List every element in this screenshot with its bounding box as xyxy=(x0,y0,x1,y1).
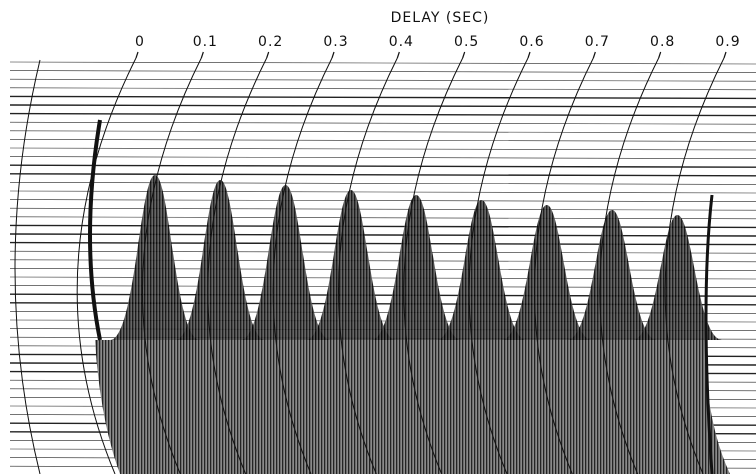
trace-line xyxy=(9,268,756,271)
trace-line xyxy=(9,233,756,237)
x-tick-label: 0.2 xyxy=(258,34,283,50)
x-axis-label: DELAY (SEC) xyxy=(391,10,490,26)
tick-mark xyxy=(592,51,596,59)
delay-grid-line xyxy=(403,57,464,474)
trace-line xyxy=(9,207,756,211)
trace-line xyxy=(9,319,756,323)
trace-line xyxy=(9,241,756,246)
x-tick-label: 0.6 xyxy=(519,34,544,50)
x-tick-label: 0.1 xyxy=(193,34,218,50)
trace-line xyxy=(9,250,756,254)
x-tick-label: 0.7 xyxy=(585,34,610,50)
tick-mark xyxy=(200,51,204,59)
delay-grid-line xyxy=(599,57,660,474)
x-tick-label: 0.4 xyxy=(389,34,414,50)
trace-line xyxy=(9,199,756,202)
tick-mark xyxy=(527,51,531,59)
base-region xyxy=(95,340,730,474)
trace-line xyxy=(9,182,756,185)
x-tick-label: 0.8 xyxy=(650,34,675,50)
trace-line xyxy=(9,70,756,73)
delay-grid-line xyxy=(468,57,529,474)
trace-line xyxy=(9,276,756,280)
edge-trace xyxy=(704,194,714,474)
peak xyxy=(175,180,266,340)
trace-line xyxy=(9,285,756,288)
delay-grid-line xyxy=(76,57,137,474)
peak xyxy=(305,190,396,340)
peak xyxy=(567,210,658,340)
trace-line xyxy=(9,130,756,134)
trace-line xyxy=(9,190,756,194)
trace-line xyxy=(9,104,756,108)
delay-grid-line xyxy=(338,57,398,474)
trace-line xyxy=(9,311,756,314)
edge-trace xyxy=(88,119,102,341)
trace-line xyxy=(9,216,756,220)
trace-line xyxy=(9,224,756,229)
x-tick-label: 0 xyxy=(135,34,145,50)
x-tick-label: 0.9 xyxy=(715,34,740,50)
trace-line xyxy=(9,259,756,263)
trace-line xyxy=(9,147,756,151)
peak xyxy=(632,215,723,340)
trace-line xyxy=(9,61,756,65)
peak xyxy=(240,185,331,340)
delay-grid-line xyxy=(142,57,202,474)
trace-line xyxy=(9,293,756,297)
delay-grid-line xyxy=(534,57,594,474)
delay-grid-line xyxy=(207,57,268,474)
trace-line xyxy=(9,139,756,142)
peak xyxy=(371,195,462,340)
x-tick-label: 0.3 xyxy=(323,34,348,50)
scale-arc xyxy=(14,59,41,474)
tick-mark xyxy=(462,51,466,59)
tick-mark xyxy=(266,51,270,59)
trace-line xyxy=(9,78,756,82)
trace-line xyxy=(9,164,756,168)
tick-mark xyxy=(396,51,400,59)
trace-line xyxy=(9,112,756,117)
delay-grid-line xyxy=(272,57,333,474)
trace-line xyxy=(9,302,756,306)
trace-line xyxy=(9,156,756,159)
tick-mark xyxy=(723,51,727,59)
x-tick-label: 0.5 xyxy=(454,34,479,50)
peak xyxy=(501,205,592,340)
tick-mark xyxy=(331,51,335,59)
tick-mark xyxy=(658,51,662,59)
trace-line xyxy=(9,95,756,100)
tick-mark xyxy=(135,51,139,59)
peak xyxy=(110,175,200,340)
delay-grid-line xyxy=(664,57,725,474)
peak xyxy=(436,200,527,340)
trace-line xyxy=(9,173,756,177)
trace-line xyxy=(9,121,756,125)
